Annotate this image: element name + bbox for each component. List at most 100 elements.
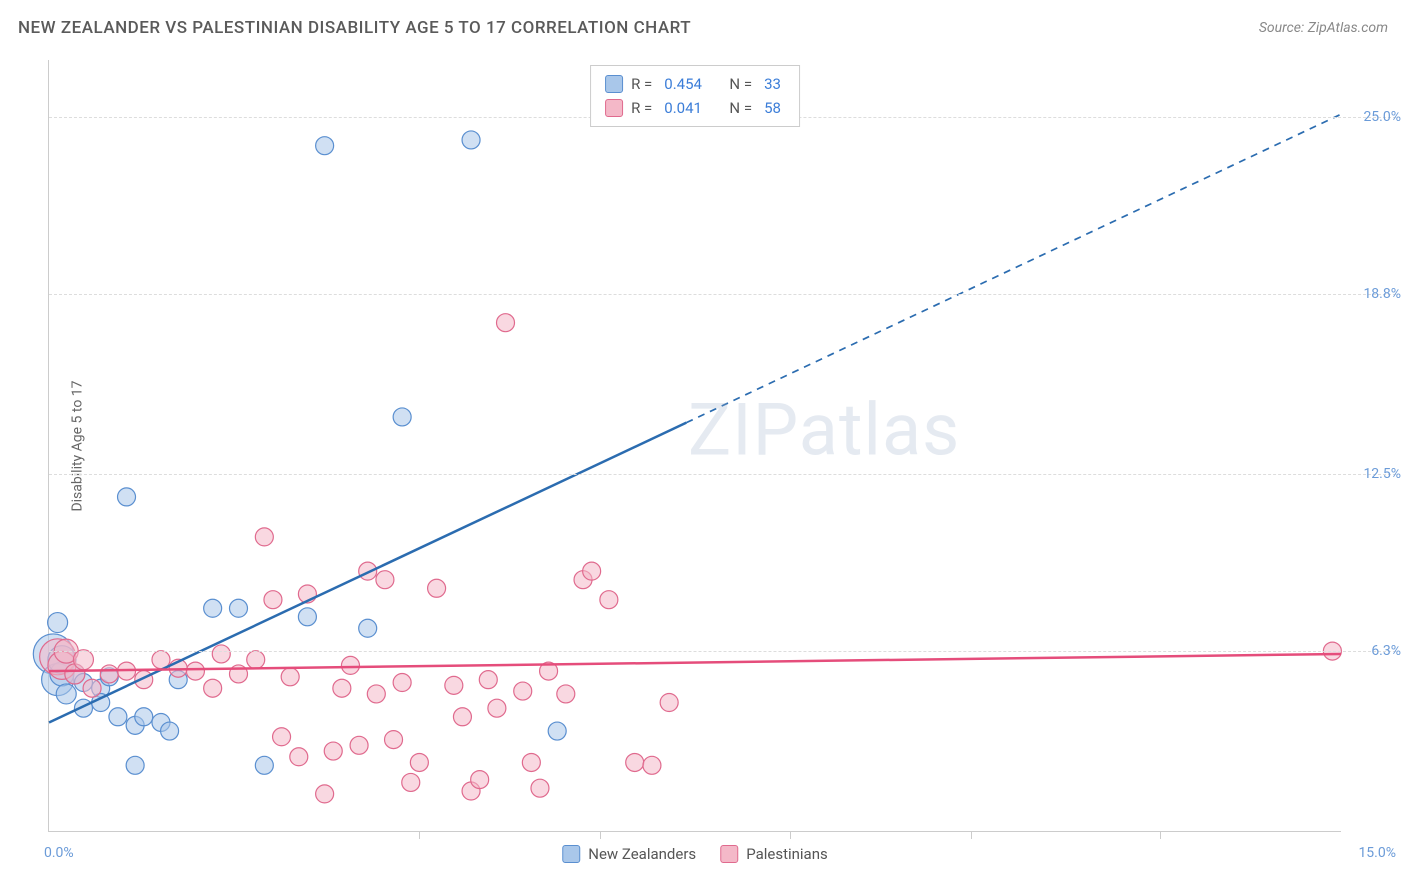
scatter-point (74, 674, 92, 692)
scatter-point (247, 651, 265, 669)
x-tick (971, 831, 972, 839)
scatter-point (135, 708, 153, 726)
scatter-point (479, 671, 497, 689)
scatter-point (410, 753, 428, 771)
scatter-point (42, 664, 74, 696)
scatter-point (264, 591, 282, 609)
legend-swatch (605, 75, 623, 93)
scatter-point (135, 671, 153, 689)
scatter-point (428, 579, 446, 597)
legend-n-label: N = (729, 96, 752, 120)
legend-n-value: 58 (764, 96, 781, 120)
scatter-point (488, 699, 506, 717)
legend-swatch (720, 845, 738, 863)
y-tick-label: 6.3% (1371, 643, 1401, 659)
x-axis-min-label: 0.0% (44, 845, 74, 861)
trend-line (49, 654, 1341, 671)
scatter-point (497, 314, 515, 332)
scatter-point (298, 608, 316, 626)
legend-n-value: 33 (764, 72, 781, 96)
scatter-point (350, 736, 368, 754)
legend-swatch (562, 845, 580, 863)
scatter-point (298, 585, 316, 603)
legend-r-label: R = (631, 72, 652, 96)
x-tick (600, 831, 601, 839)
scatter-point (48, 651, 76, 679)
chart-header: NEW ZEALANDER VS PALESTINIAN DISABILITY … (18, 18, 1388, 38)
scatter-point (50, 662, 74, 686)
scatter-point (152, 713, 170, 731)
scatter-point (341, 656, 359, 674)
scatter-point (583, 562, 601, 580)
scatter-point (359, 619, 377, 637)
scatter-point (126, 716, 144, 734)
legend-correlation-row: R = 0.454 N = 33 (605, 72, 785, 96)
scatter-point (255, 756, 273, 774)
chart-plot-area: ZIPatlas R = 0.454 N = 33 R = 0.041 N = 58 0… (48, 60, 1341, 832)
scatter-point (548, 722, 566, 740)
x-tick (790, 831, 791, 839)
scatter-point (229, 665, 247, 683)
scatter-point (626, 753, 644, 771)
x-tick (419, 831, 420, 839)
gridline-h (49, 474, 1396, 475)
gridline-h (49, 294, 1396, 295)
scatter-point (229, 599, 247, 617)
scatter-point (48, 613, 68, 633)
scatter-point (643, 756, 661, 774)
legend-r-value: 0.454 (664, 72, 702, 96)
scatter-point (514, 682, 532, 700)
legend-series-label: New Zealanders (588, 845, 696, 863)
scatter-point (48, 646, 76, 674)
x-axis-max-label: 15.0% (1358, 845, 1396, 861)
scatter-point (186, 662, 204, 680)
scatter-point (290, 748, 308, 766)
scatter-point (281, 668, 299, 686)
chart-source: Source: ZipAtlas.com (1259, 20, 1388, 36)
plot-svg (49, 60, 1341, 831)
scatter-point (100, 665, 118, 683)
y-tick-label: 12.5% (1363, 466, 1401, 482)
scatter-point (324, 742, 342, 760)
scatter-point (522, 753, 540, 771)
x-tick (1160, 831, 1161, 839)
legend-series: New Zealanders Palestinians (562, 845, 828, 863)
scatter-point (531, 779, 549, 797)
scatter-point (40, 639, 76, 675)
scatter-point (161, 722, 179, 740)
scatter-point (557, 685, 575, 703)
y-tick-label: 25.0% (1363, 109, 1401, 125)
scatter-point (367, 685, 385, 703)
scatter-point (376, 571, 394, 589)
legend-r-label: R = (631, 96, 652, 120)
legend-correlation: R = 0.454 N = 33 R = 0.041 N = 58 (590, 65, 800, 127)
scatter-point (73, 650, 93, 670)
scatter-point (393, 408, 411, 426)
scatter-point (574, 571, 592, 589)
scatter-point (660, 694, 678, 712)
scatter-point (402, 773, 420, 791)
scatter-point (204, 599, 222, 617)
scatter-point (385, 731, 403, 749)
scatter-point (316, 785, 334, 803)
scatter-point (118, 488, 136, 506)
legend-r-value: 0.041 (664, 96, 702, 120)
scatter-point (65, 664, 85, 684)
scatter-point (333, 679, 351, 697)
scatter-point (204, 679, 222, 697)
scatter-point (65, 664, 85, 684)
scatter-point (74, 699, 92, 717)
scatter-point (540, 662, 558, 680)
legend-series-label: Palestinians (746, 845, 828, 863)
gridline-h (49, 651, 1396, 652)
scatter-point (471, 771, 489, 789)
scatter-point (359, 562, 377, 580)
legend-n-label: N = (729, 72, 752, 96)
y-tick-label: 18.8% (1363, 286, 1401, 302)
scatter-point (92, 694, 110, 712)
scatter-point (462, 782, 480, 800)
scatter-point (273, 728, 291, 746)
scatter-point (100, 668, 118, 686)
scatter-point (118, 662, 136, 680)
watermark: ZIPatlas (688, 388, 960, 473)
